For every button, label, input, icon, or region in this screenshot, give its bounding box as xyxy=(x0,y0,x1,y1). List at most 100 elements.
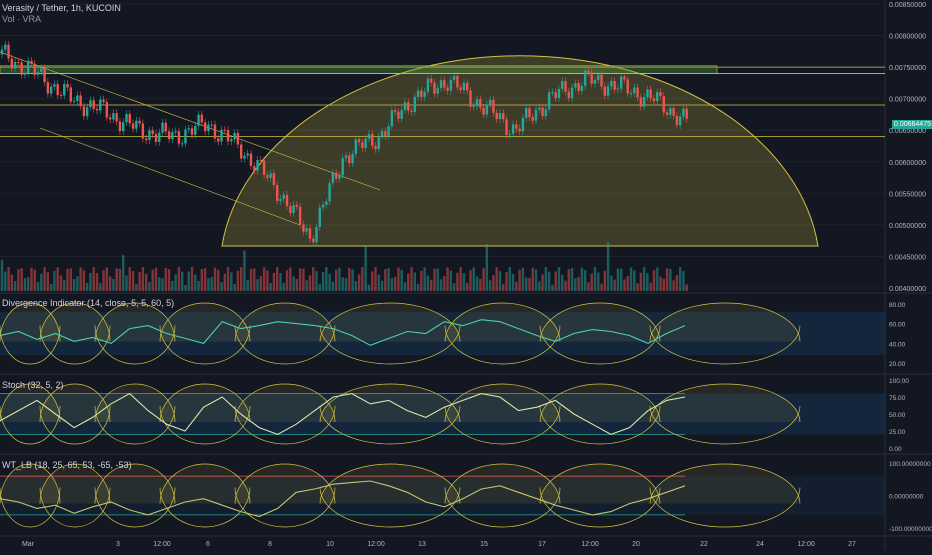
candle-body-207 xyxy=(678,116,682,126)
candle-body-136 xyxy=(446,87,449,91)
candle-body-111 xyxy=(364,138,367,149)
volume-bar-151 xyxy=(495,267,498,291)
candle-body-171 xyxy=(561,81,564,89)
candle-body-199 xyxy=(652,98,656,102)
candle-body-166 xyxy=(544,109,548,117)
pane1-arc-2 xyxy=(94,302,176,342)
candle-body-201 xyxy=(659,92,662,97)
volume-bar-170 xyxy=(557,267,561,291)
volume-bar-2 xyxy=(7,267,10,291)
candle-body-144 xyxy=(472,105,475,107)
candle-body-69 xyxy=(226,130,230,142)
volume-bar-57 xyxy=(187,271,190,291)
candle-body-191 xyxy=(626,79,629,94)
volume-bar-22 xyxy=(72,279,76,291)
pane2-arc-3 xyxy=(159,383,251,423)
candle-body-202 xyxy=(662,96,665,113)
pane2-arc-1 xyxy=(39,383,111,423)
candle-body-13 xyxy=(43,68,46,83)
candle-body-106 xyxy=(348,155,351,164)
candle-body-21 xyxy=(69,87,72,102)
volume-bar-72 xyxy=(236,270,240,291)
volume-bar-201 xyxy=(659,276,662,291)
volume-bar-105 xyxy=(344,277,348,291)
candle-body-64 xyxy=(210,124,213,126)
volume-legend: Vol · VRA xyxy=(2,14,42,24)
volume-bar-174 xyxy=(570,268,574,291)
volume-bar-106 xyxy=(348,267,351,291)
volume-bar-60 xyxy=(197,280,200,291)
volume-bar-0 xyxy=(0,260,4,291)
volume-bar-101 xyxy=(331,281,335,291)
volume-bar-196 xyxy=(642,267,646,291)
volume-bar-59 xyxy=(194,274,197,291)
volume-bar-160 xyxy=(524,277,528,291)
volume-bar-33 xyxy=(108,276,112,291)
pane3-arc-low-7 xyxy=(539,487,661,528)
volume-bar-146 xyxy=(479,278,482,291)
candle-body-175 xyxy=(574,83,577,88)
pane3-tick-label-0: 100.00000000 xyxy=(889,461,931,468)
last-price-tag: 0.00664475 xyxy=(892,120,932,129)
candle-body-139 xyxy=(456,75,459,88)
volume-bar-46 xyxy=(151,269,154,291)
volume-bar-163 xyxy=(534,269,538,291)
volume-bar-157 xyxy=(515,281,518,291)
price-tick-label-1: 0.00800000 xyxy=(889,34,926,41)
volume-bar-75 xyxy=(246,279,249,291)
candle-body-105 xyxy=(344,155,348,159)
volume-bar-133 xyxy=(436,268,439,291)
volume-bar-103 xyxy=(338,267,341,291)
candle-body-26 xyxy=(85,107,89,117)
volume-bar-121 xyxy=(397,267,400,291)
candle-body-153 xyxy=(502,113,505,120)
volume-bar-27 xyxy=(89,272,92,291)
candle-body-135 xyxy=(443,80,446,88)
volume-bar-129 xyxy=(423,267,426,291)
volume-bar-208 xyxy=(682,271,685,291)
volume-bar-140 xyxy=(459,267,462,291)
x-tick-label-11: 20 xyxy=(632,541,640,548)
candle-body-130 xyxy=(426,78,430,92)
candle-body-99 xyxy=(325,201,328,205)
volume-bar-82 xyxy=(269,283,272,291)
pane3-arc-4 xyxy=(234,463,336,504)
volume-bar-74 xyxy=(243,250,246,291)
candle-body-155 xyxy=(508,133,512,135)
candle-body-78 xyxy=(256,159,259,171)
volume-bar-37 xyxy=(122,255,125,291)
pane1-arc-7 xyxy=(539,302,661,342)
pane1-arc-low-4 xyxy=(234,325,336,365)
candle-body-45 xyxy=(148,130,151,141)
pane2-arc-low-0 xyxy=(0,405,61,445)
candle-body-70 xyxy=(230,139,233,142)
candle-body-208 xyxy=(682,108,685,117)
volume-bar-104 xyxy=(341,277,344,291)
pane3-arc-low-1 xyxy=(39,487,111,528)
candle-body-31 xyxy=(102,99,105,103)
candle-body-108 xyxy=(354,139,358,154)
pane2-arc-low-2 xyxy=(94,405,176,445)
x-tick-label-1: 3 xyxy=(116,541,120,548)
candle-body-5 xyxy=(17,62,20,64)
volume-bar-184 xyxy=(603,270,607,291)
candle-body-3 xyxy=(10,58,14,69)
volume-bar-178 xyxy=(583,269,587,291)
candle-body-6 xyxy=(20,62,23,75)
volume-bar-197 xyxy=(646,273,649,291)
candle-body-14 xyxy=(46,82,50,94)
volume-bar-122 xyxy=(400,269,403,291)
candle-body-180 xyxy=(590,72,593,84)
candle-body-186 xyxy=(610,80,613,87)
candle-body-118 xyxy=(387,126,390,136)
candle-body-0 xyxy=(0,49,4,55)
volume-bar-123 xyxy=(403,282,407,291)
candle-body-162 xyxy=(531,117,534,121)
volume-bar-179 xyxy=(587,282,590,291)
volume-bar-148 xyxy=(485,243,489,291)
price-tick-label-9: 0.00400000 xyxy=(889,286,926,293)
pane3-arc-2 xyxy=(94,463,176,504)
price-tick-label-3: 0.00700000 xyxy=(889,97,926,104)
